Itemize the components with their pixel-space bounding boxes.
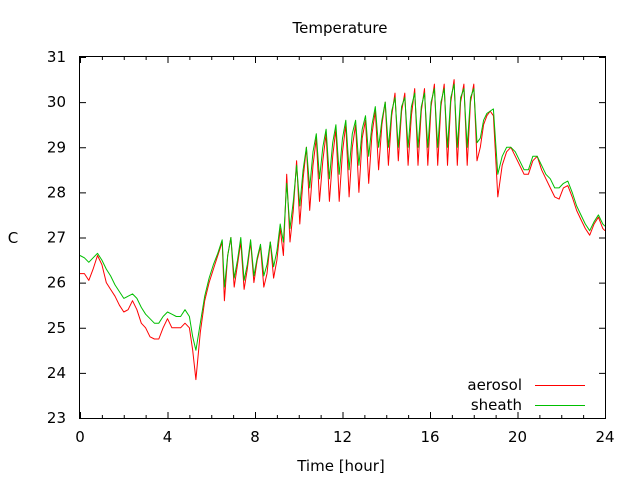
series-line-sheath — [79, 83, 606, 351]
x-tick-label: 8 — [250, 428, 260, 446]
y-tick-label: 31 — [47, 48, 66, 66]
x-axis: 0 4 8 12 16 20 24 — [75, 57, 615, 446]
y-tick-label: 25 — [47, 319, 66, 337]
y-tick-label: 27 — [47, 229, 66, 247]
plot-frame — [79, 56, 606, 419]
x-tick-label: 20 — [508, 428, 527, 446]
legend: aerosol sheath — [467, 376, 585, 414]
series-lines — [79, 79, 606, 381]
y-tick-label: 24 — [47, 364, 66, 382]
x-tick-label: 0 — [75, 428, 85, 446]
chart-title: Temperature — [291, 19, 387, 37]
y-tick-label: 28 — [47, 183, 66, 201]
y-tick-label: 30 — [47, 93, 66, 111]
x-axis-label: Time [hour] — [296, 457, 385, 475]
legend-label-aerosol: aerosol — [467, 376, 522, 394]
x-tick-label: 24 — [595, 428, 614, 446]
y-tick-label: 29 — [47, 138, 66, 156]
legend-label-sheath: sheath — [471, 396, 522, 414]
y-tick-label: 26 — [47, 274, 66, 292]
y-tick-label: 23 — [47, 409, 66, 427]
x-tick-label: 16 — [420, 428, 439, 446]
series-line-aerosol — [80, 79, 606, 381]
y-axis: 23 24 25 26 27 28 29 30 31 — [47, 48, 605, 427]
y-axis-label: C — [8, 229, 18, 247]
x-tick-label: 4 — [163, 428, 173, 446]
x-tick-label: 12 — [333, 428, 352, 446]
